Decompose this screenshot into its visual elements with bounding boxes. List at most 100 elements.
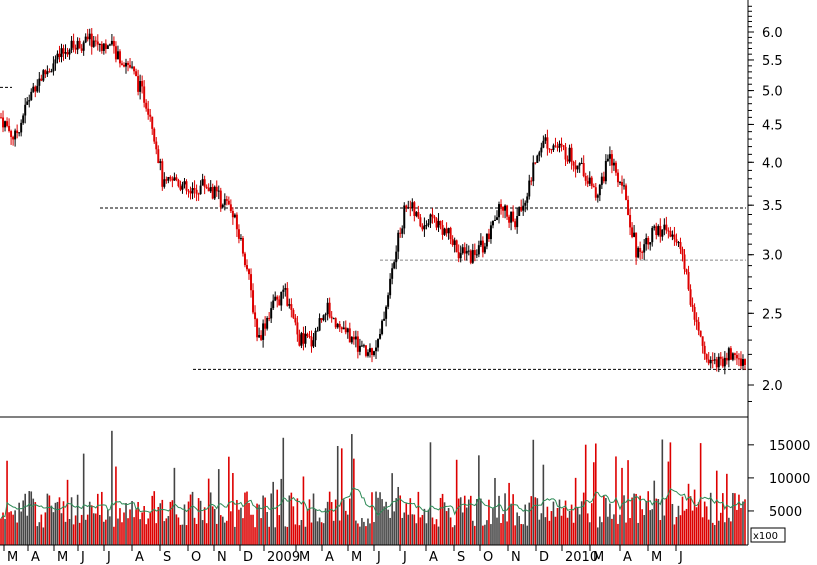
candle-body [562,145,565,147]
candle-body [129,64,132,68]
volume-bar [703,501,706,545]
candle-body [173,177,176,181]
candle-body [685,269,688,272]
candle-body [258,335,261,338]
candle-body [649,242,652,245]
volume-bar [125,503,127,545]
volume-bar [429,442,432,545]
volume-bar [564,500,567,545]
volume-bar [217,469,220,545]
candle-body [739,358,742,366]
candle-body [125,62,128,67]
volume-bar [699,443,702,545]
candle-body [506,205,509,217]
volume-bar [667,461,670,545]
volume-bar [552,501,555,545]
candle-body [707,359,710,364]
volume-tick-label: 15000 [769,439,810,454]
volume-bar [94,513,97,545]
candle-body [362,345,365,347]
volume-bar [334,499,337,545]
candle-body [518,207,521,217]
volume-bar [193,517,196,545]
candle-body [661,229,664,237]
volume-bar [4,518,6,545]
volume-bar [367,518,369,545]
month-label: S [163,550,171,565]
volume-bar [548,520,551,545]
candle-body [431,214,434,217]
volume-bar [16,522,18,545]
month-label: S [457,550,465,565]
volume-bar [480,498,482,545]
candle-body [493,219,496,221]
volume-bar [209,492,212,545]
candle-body [260,335,263,340]
month-label: J [678,550,683,565]
candle-body [600,176,603,185]
candle-body [580,163,583,165]
candle-body [266,318,269,329]
candle-body [48,71,51,73]
volume-bar [611,518,613,545]
candle-body [308,336,311,338]
candle-body [233,214,236,218]
volume-multiplier-label: x100 [753,531,778,542]
candle-body [405,205,408,209]
candle-body [68,49,71,55]
month-label: O [483,550,493,565]
candle-body [145,102,148,109]
volume-bar [528,502,531,545]
volume-bar [363,521,365,545]
candle-body [108,44,111,46]
volume-bar [0,518,2,545]
volume-bar [147,518,149,545]
candle-body [479,240,482,246]
candle-body [0,117,3,119]
candle-body [120,63,123,65]
candle-body [147,108,150,115]
volume-bar [518,516,520,545]
volume-bar [183,504,186,545]
volume-bar [399,495,402,545]
candle-body [78,40,81,49]
volume-bar [96,493,99,545]
candle-body [514,221,517,228]
volume-bar [415,523,418,545]
volume-bar [597,527,599,545]
volume-bar [619,514,621,545]
candle-body [663,224,666,230]
candle-body [373,351,376,355]
candle-body [278,299,281,306]
candle-body [237,229,240,239]
volume-bar [88,501,91,545]
candle-body [610,154,613,166]
volume-bar [447,508,450,545]
candle-body [576,165,579,170]
volume-bar [726,473,728,545]
candle-body [536,155,539,163]
candle-body [411,202,414,209]
volume-bar [524,504,527,545]
volume-bar [330,502,333,545]
volume-bar [469,495,472,545]
volume-bar [510,503,512,545]
candle-body [433,216,436,219]
volume-bar [60,513,63,545]
candle-body [74,47,77,50]
volume-bar [244,492,246,545]
candle-body [397,232,400,252]
candle-body [721,358,724,367]
candle-body [574,165,577,170]
candle-body [328,302,331,317]
volume-bar [322,523,325,545]
month-label: 2009 [267,550,300,565]
candle-body [691,304,694,307]
volume-bar [663,515,666,545]
volume-bar [395,498,397,545]
candle-body [221,204,224,208]
candle-body [737,358,740,360]
price-tick-label: 6.0 [762,26,783,41]
candle-body [453,240,456,245]
